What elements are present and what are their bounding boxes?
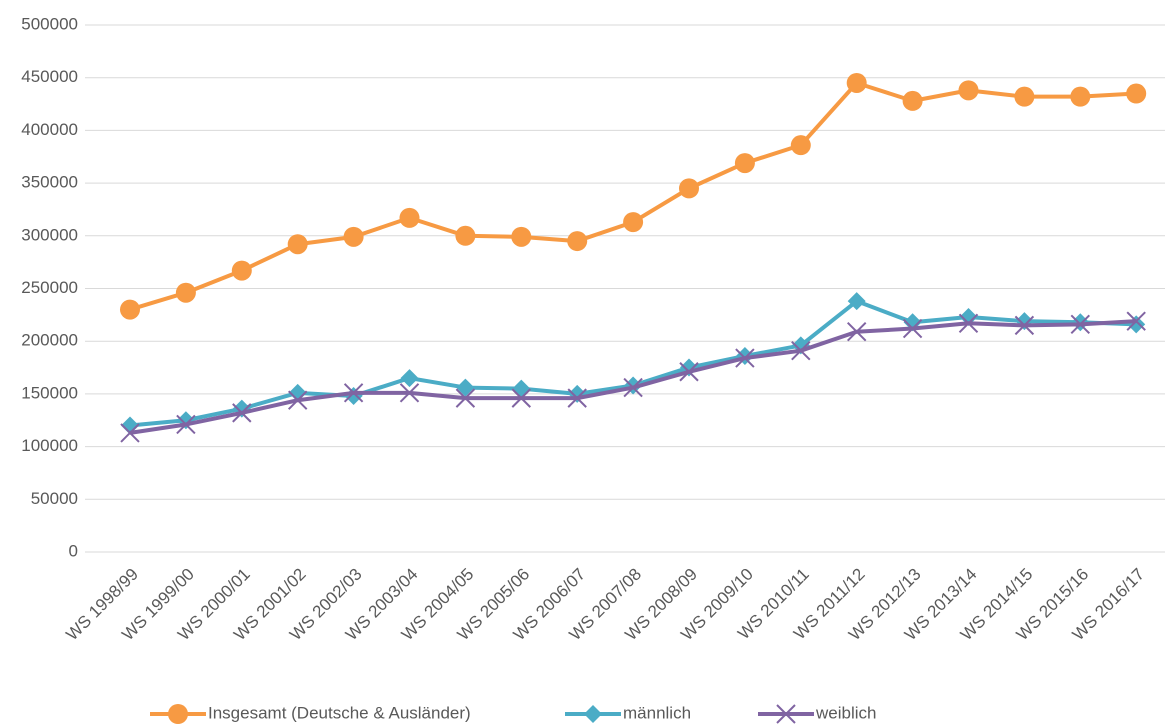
legend-marker — [584, 705, 602, 723]
marker — [958, 313, 979, 333]
marker — [400, 369, 419, 388]
marker — [846, 72, 867, 93]
marker — [1015, 312, 1034, 331]
marker — [1014, 86, 1035, 107]
marker — [121, 416, 139, 435]
marker — [512, 379, 531, 398]
y-tick-label: 300000 — [21, 225, 78, 244]
marker — [120, 423, 140, 443]
marker — [1070, 86, 1091, 107]
marker — [902, 90, 923, 111]
y-tick-label: 100000 — [21, 436, 78, 455]
legend-label: weiblich — [815, 703, 876, 722]
marker — [791, 340, 811, 361]
legend-marker — [168, 704, 188, 724]
y-tick-label: 150000 — [21, 383, 78, 402]
marker — [623, 377, 643, 398]
marker — [288, 383, 307, 402]
marker — [343, 383, 364, 403]
marker — [232, 403, 252, 423]
marker — [734, 153, 755, 174]
marker — [679, 178, 699, 199]
marker — [176, 414, 196, 435]
marker — [1014, 315, 1035, 336]
marker — [456, 378, 475, 397]
marker — [511, 226, 532, 247]
marker — [1127, 315, 1146, 334]
marker — [679, 362, 699, 382]
series-line — [129, 299, 1137, 428]
marker — [511, 388, 532, 408]
marker — [1126, 311, 1146, 331]
marker — [231, 260, 252, 281]
marker — [344, 387, 363, 406]
marker — [399, 383, 420, 403]
marker — [567, 231, 588, 252]
marker — [847, 292, 866, 311]
y-tick-label: 400000 — [21, 120, 78, 139]
marker — [1071, 313, 1090, 332]
marker — [287, 390, 308, 410]
y-tick-label: 200000 — [21, 331, 78, 350]
marker — [735, 348, 755, 368]
marker — [958, 80, 979, 101]
legend-label: männlich — [623, 703, 691, 722]
marker — [1126, 83, 1147, 104]
marker — [567, 388, 587, 408]
marker — [455, 388, 476, 408]
series-line — [129, 80, 1137, 312]
marker — [568, 384, 587, 403]
y-tick-label: 50000 — [31, 489, 78, 508]
legend-label: Insgesamt (Deutsche & Ausländer) — [208, 703, 471, 722]
legend-marker — [776, 704, 796, 724]
marker — [343, 226, 364, 247]
y-tick-label: 450000 — [21, 67, 78, 86]
y-tick-label: 350000 — [21, 173, 78, 192]
marker — [846, 322, 867, 342]
y-tick-label: 0 — [69, 541, 78, 560]
marker — [623, 212, 644, 233]
marker — [120, 299, 140, 320]
marker — [902, 318, 923, 339]
marker — [1070, 314, 1091, 335]
y-tick-label: 500000 — [21, 14, 78, 33]
marker — [287, 234, 308, 255]
y-tick-label: 250000 — [21, 278, 78, 297]
marker — [790, 135, 811, 156]
marker — [455, 225, 476, 246]
marker — [175, 282, 196, 303]
marker — [399, 207, 420, 228]
